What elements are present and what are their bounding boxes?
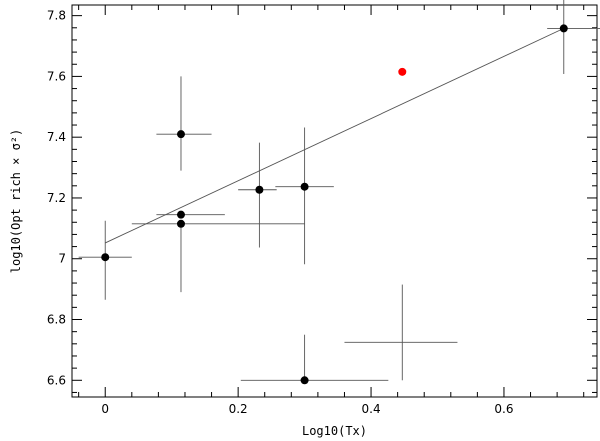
- y-tick-label: 6.6: [47, 373, 66, 387]
- y-axis-label: log10(Opt rich × σ²): [9, 129, 23, 274]
- data-point: [101, 253, 110, 262]
- y-tick-label: 6.8: [47, 313, 66, 327]
- x-axis-label: Log10(Tx): [302, 424, 367, 438]
- error-bars: [78, 0, 600, 381]
- fit-line-group: [105, 27, 564, 244]
- data-point: [176, 210, 185, 219]
- y-tick-label: 7.4: [47, 130, 66, 144]
- tick-labels: 0 0.2 0.4 0.6 6.6 6.8 7 7.2 7.4 7.6 7.8: [47, 9, 514, 416]
- data-point: [176, 130, 185, 139]
- y-tick-label: 7.2: [47, 191, 66, 205]
- y-tick-label: 7.6: [47, 69, 66, 83]
- y-tick-label: 7: [58, 252, 66, 266]
- plot-frame: [71, 4, 598, 398]
- fit-line: [105, 27, 564, 244]
- x-tick-label: 0.4: [362, 402, 381, 416]
- data-point: [398, 67, 407, 76]
- x-tick-label: 0.2: [229, 402, 248, 416]
- data-points: [101, 24, 568, 385]
- data-point: [176, 219, 185, 228]
- data-point: [300, 182, 309, 191]
- x-tick-label: 0.6: [494, 402, 513, 416]
- x-tick-label: 0: [101, 402, 109, 416]
- data-point: [300, 376, 309, 385]
- axis-ticks: [72, 5, 597, 397]
- y-tick-label: 7.8: [47, 9, 66, 23]
- data-point: [255, 185, 264, 194]
- data-point: [559, 24, 568, 33]
